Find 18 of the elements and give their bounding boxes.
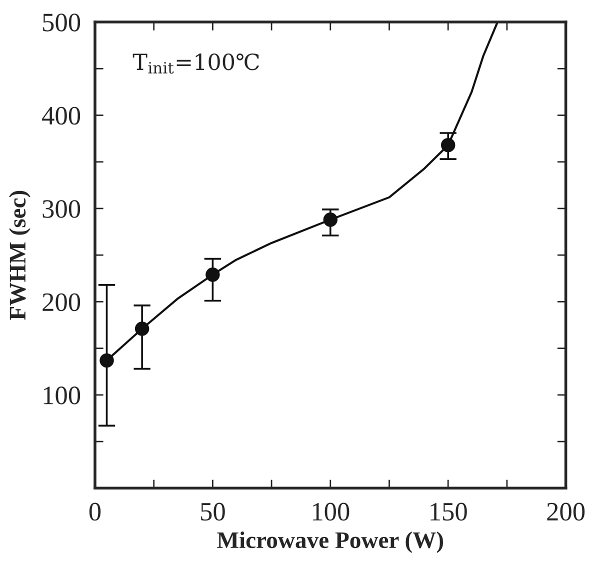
y-axis-title: FWHM (sec) <box>8 190 30 320</box>
point <box>100 353 114 368</box>
point <box>206 268 220 282</box>
x-tick-label: 50 <box>201 502 225 521</box>
point <box>440 138 456 152</box>
annotation: T$_{init}$=100℃ <box>132 53 260 74</box>
point <box>134 322 150 336</box>
x-axis-title: Microwave Power (W) <box>217 532 444 553</box>
x-tick-label: 0 <box>89 502 101 521</box>
x-tick-label: 150 <box>430 502 467 521</box>
y-tick-label: 400 <box>42 106 80 125</box>
y-tick-label: 200 <box>42 293 80 312</box>
y-tick-label: 300 <box>42 200 80 218</box>
y-tick-label: 100 <box>44 386 80 404</box>
x-tick-label: 100 <box>312 502 350 521</box>
y-tick-label: 500 <box>43 14 80 32</box>
x-tick-label: 200 <box>547 502 585 521</box>
point <box>323 212 338 227</box>
